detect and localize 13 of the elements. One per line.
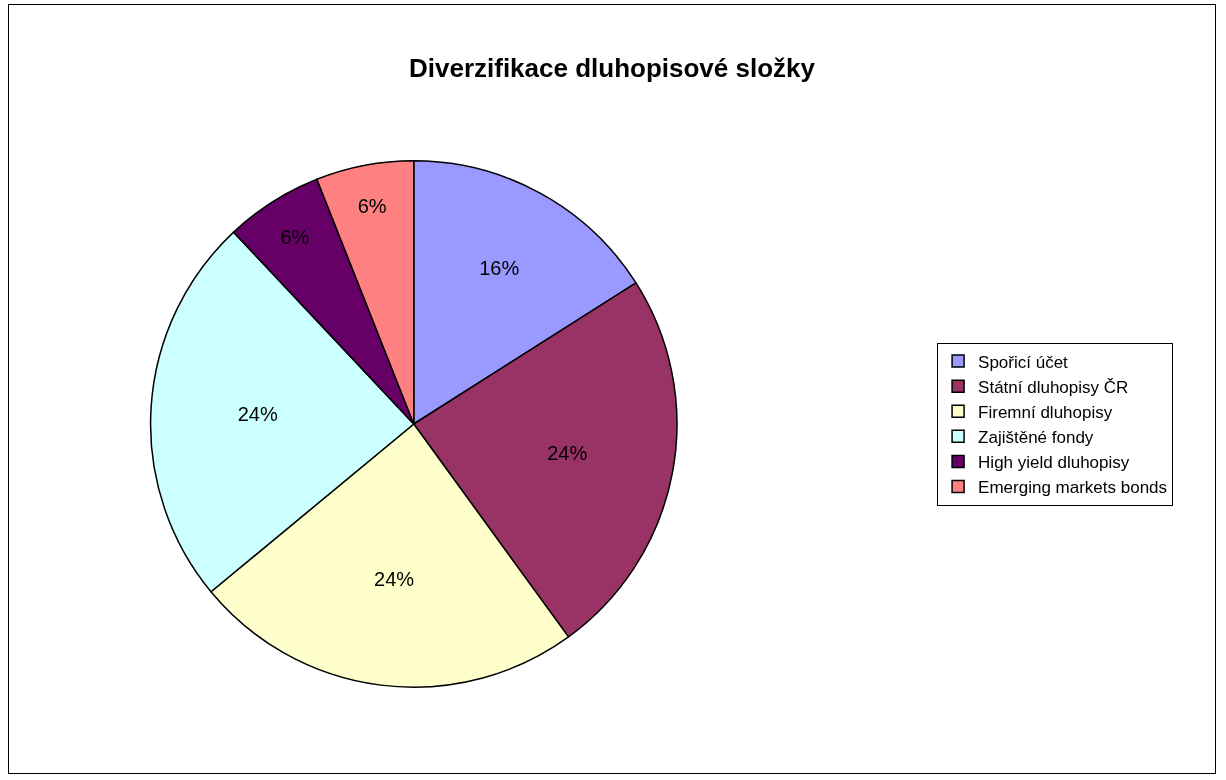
data-label: 24% — [547, 442, 588, 465]
legend-label: Firemní dluhopisy — [978, 402, 1113, 422]
legend-label: Emerging markets bonds — [978, 478, 1168, 498]
legend-label: Státní dluhopisy ČR — [978, 377, 1129, 397]
data-label: 24% — [237, 403, 278, 426]
legend-label: High yield dluhopisy — [978, 453, 1130, 473]
chart-title: Diverzifikace dluhopisové složky — [408, 52, 816, 83]
legend-label: Zajištěné fondy — [978, 427, 1094, 447]
data-label: 6% — [357, 195, 387, 218]
data-label: 16% — [479, 257, 520, 280]
data-label: 6% — [280, 225, 310, 248]
legend-label: Spořicí účet — [978, 352, 1069, 372]
data-label: 24% — [374, 568, 415, 591]
